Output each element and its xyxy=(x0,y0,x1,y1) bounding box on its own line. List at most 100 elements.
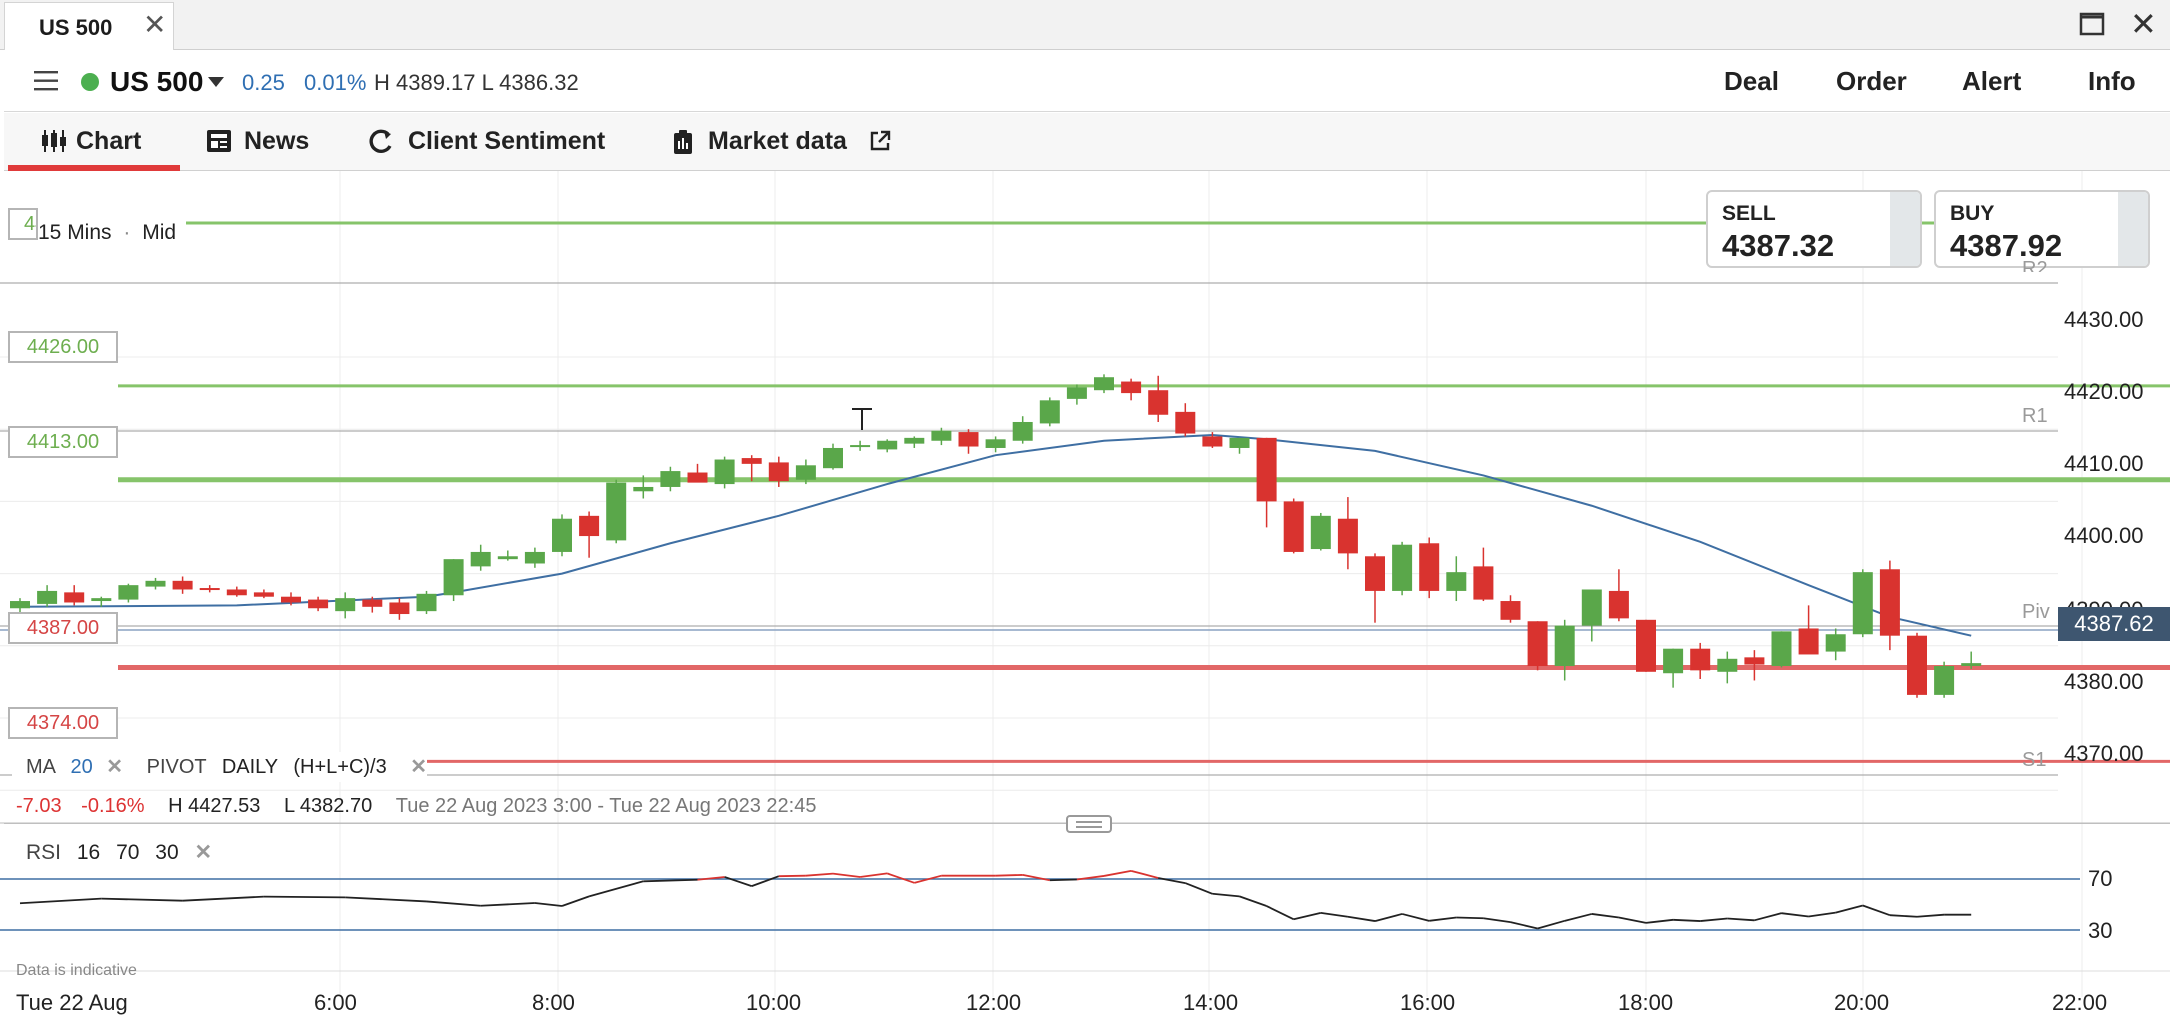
tab-market-data[interactable]: Market data xyxy=(708,127,847,155)
news-icon xyxy=(207,130,231,152)
y-tick-label: 4420.00 xyxy=(2064,379,2144,404)
candle-up xyxy=(1392,544,1413,591)
rsi-period[interactable]: 16 xyxy=(76,841,101,864)
rsi-line-segment xyxy=(1862,904,1891,917)
candle-up xyxy=(877,440,898,450)
candle-up xyxy=(931,430,952,441)
info-button[interactable]: Info xyxy=(2088,66,2136,96)
candle-up xyxy=(1663,648,1684,674)
price-type-label[interactable]: Mid xyxy=(142,221,177,244)
buy-button[interactable]: BUY 4387.92 xyxy=(1934,190,2150,268)
candle-down xyxy=(1419,543,1440,591)
candle-up xyxy=(633,486,654,492)
level-box-4413[interactable]: 4413.00 xyxy=(8,426,118,458)
pivot-formula[interactable]: (H+L+C)/3 xyxy=(293,756,387,778)
price-change: 0.25 xyxy=(242,70,285,95)
rsi-line-segment xyxy=(1456,916,1484,920)
candle-up xyxy=(1581,589,1602,626)
alert-button[interactable]: Alert xyxy=(1962,66,2022,96)
candle-down xyxy=(1527,621,1548,667)
rsi-lower[interactable]: 30 xyxy=(155,841,179,864)
remove-rsi-icon[interactable]: ✕ xyxy=(194,841,213,864)
level-box-top[interactable]: 44 xyxy=(8,208,38,240)
current-price-tag: 4387.62 xyxy=(2058,607,2170,641)
sell-price: 4387.32 xyxy=(1722,228,1835,263)
candle-down xyxy=(1879,569,1900,636)
market-name[interactable]: US 500 xyxy=(110,66,204,97)
level-box-4426[interactable]: 4426.00 xyxy=(8,331,118,363)
rsi-line-segment xyxy=(1645,918,1674,924)
candle-up xyxy=(1852,572,1873,635)
candle-down xyxy=(1473,566,1494,600)
rsi-line-segment xyxy=(832,872,861,878)
price-chart[interactable] xyxy=(0,171,2170,1022)
rsi-line-segment xyxy=(1483,917,1511,923)
tab-client-sentiment[interactable]: Client Sentiment xyxy=(408,127,606,155)
hamburger-menu-icon[interactable] xyxy=(34,70,60,92)
rsi-line-segment xyxy=(1401,913,1430,922)
candle-down xyxy=(389,602,410,615)
y-tick-label: 4430.00 xyxy=(2064,307,2144,332)
order-button[interactable]: Order xyxy=(1836,66,1907,96)
crosshair-cursor xyxy=(852,408,872,430)
timeframe-selector[interactable]: 15 Mins · Mid xyxy=(38,216,187,250)
deal-button[interactable]: Deal xyxy=(1724,66,1779,96)
timeframe-label[interactable]: 15 Mins xyxy=(38,221,112,244)
x-tick-label: 10:00 xyxy=(746,990,802,1015)
panel-resize-handle[interactable] xyxy=(1066,815,1112,833)
candle-down xyxy=(1337,518,1358,554)
x-tick-label: 18:00 xyxy=(1618,990,1674,1015)
candle-up xyxy=(118,585,139,600)
x-tick-label: 12:00 xyxy=(966,990,1022,1015)
close-tab-icon[interactable]: ✕ xyxy=(143,9,167,40)
sell-button[interactable]: SELL 4387.32 xyxy=(1706,190,1922,268)
candle-up xyxy=(1771,631,1792,667)
maximize-icon[interactable] xyxy=(2078,11,2106,37)
tab-news[interactable]: News xyxy=(244,127,310,155)
remove-ma-icon[interactable]: ✕ xyxy=(106,756,124,778)
rsi-line-segment xyxy=(1727,917,1755,922)
rsi-label[interactable]: RSI xyxy=(26,841,62,864)
rsi-line-segment xyxy=(1510,921,1538,930)
external-link-icon[interactable] xyxy=(868,129,892,153)
rsi-line-segment xyxy=(1293,912,1322,921)
rsi-line-segment xyxy=(1781,912,1809,918)
stats-low: L 4382.70 xyxy=(283,795,373,817)
candle-up xyxy=(1554,625,1575,667)
window-tab-us500[interactable]: US 500 ✕ xyxy=(4,2,174,50)
x-tick-label: 14:00 xyxy=(1183,990,1239,1015)
rsi-line-segment xyxy=(1808,911,1836,918)
market-header: US 500 0.25 0.01% H 4389.17 L 4386.32 De… xyxy=(4,50,2170,112)
rsi-line-segment xyxy=(101,897,183,902)
rsi-upper[interactable]: 70 xyxy=(116,841,140,864)
candle-up xyxy=(1934,666,1955,695)
candle-down xyxy=(1175,411,1196,434)
price-change-percent: 0.01% xyxy=(304,70,367,95)
candle-up xyxy=(1961,663,1982,667)
pivot-type[interactable]: DAILY xyxy=(221,756,278,778)
chevron-down-icon[interactable] xyxy=(208,77,224,87)
y-tick-label: 4380.00 xyxy=(2064,669,2144,694)
rsi-line-segment xyxy=(480,902,535,907)
market-open-indicator xyxy=(81,73,99,91)
tab-chart[interactable]: Chart xyxy=(76,127,142,155)
level-box-4387[interactable]: 4387.00 xyxy=(8,612,118,644)
buy-price: 4387.92 xyxy=(1950,228,2063,263)
rsi-line-segment xyxy=(1103,869,1132,877)
candle-up xyxy=(660,471,681,487)
ma-label[interactable]: MA xyxy=(26,756,55,778)
candle-down xyxy=(362,599,383,607)
close-window-icon[interactable]: ✕ xyxy=(2130,6,2157,42)
rsi-line-segment xyxy=(1130,869,1159,879)
level-box-4374[interactable]: 4374.00 xyxy=(8,707,118,739)
candle-up xyxy=(1094,377,1114,391)
pivot-r1-label: R1 xyxy=(2022,405,2048,427)
candle-up xyxy=(1229,437,1250,448)
candle-down xyxy=(253,592,274,597)
ma-period[interactable]: 20 xyxy=(70,756,93,778)
rsi-line-segment xyxy=(561,895,590,907)
pivot-label[interactable]: PIVOT xyxy=(146,756,207,778)
remove-pivot-icon[interactable]: ✕ xyxy=(410,756,428,778)
rsi-line-segment xyxy=(345,896,427,903)
candle-up xyxy=(904,437,925,444)
